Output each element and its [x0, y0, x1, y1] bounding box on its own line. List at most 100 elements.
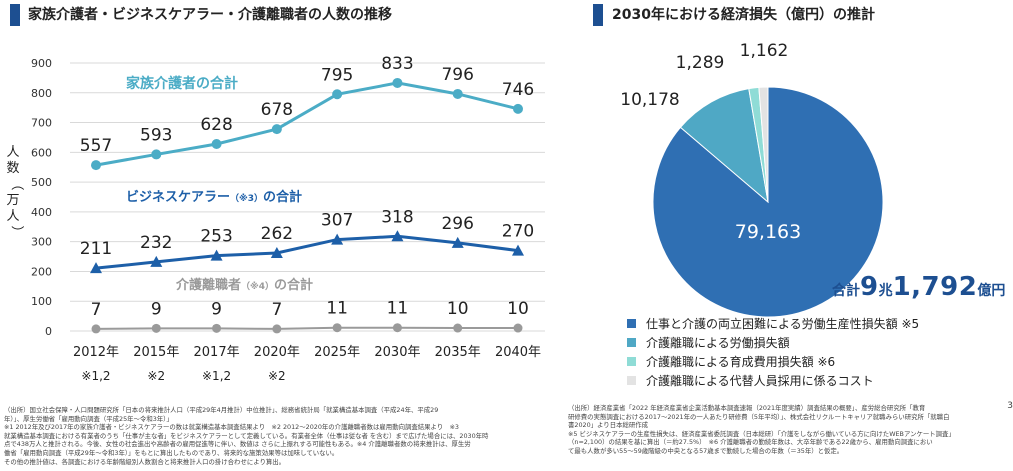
data-point — [270, 246, 283, 258]
x-tick-note: ※2 — [147, 369, 165, 383]
x-tick-label: 2015年 — [133, 345, 179, 360]
legend-swatch — [627, 319, 636, 328]
x-tick-note: ※1,2 — [202, 369, 231, 383]
pie-slice — [679, 88, 769, 204]
y-tick-label: 500 — [31, 176, 52, 189]
data-point — [150, 255, 163, 267]
data-label: 628 — [200, 115, 232, 135]
data-point — [151, 323, 161, 333]
data-point — [512, 244, 524, 256]
legend-label: 仕事と介護の両立困難による労働生産性損失額 ※5 — [646, 317, 920, 331]
y-tick-label: 400 — [31, 206, 52, 219]
data-label: 9 — [151, 299, 162, 319]
slice-value-label: 79,163 — [735, 221, 801, 243]
data-point — [513, 103, 523, 114]
pie-chart: 79,163 10,178 1,289 1,162 — [620, 41, 884, 318]
x-tick-label: 2017年 — [194, 345, 240, 360]
series-line — [95, 81, 519, 167]
data-label: 7 — [91, 300, 102, 320]
data-label: 10 — [507, 299, 529, 319]
total-prefix: 合計 — [832, 283, 860, 299]
left-chart-title: 家族介護者・ビジネスケアラー・介護離職者の人数の推移 — [28, 7, 392, 23]
data-point — [392, 323, 402, 333]
data-label: 262 — [261, 224, 293, 244]
data-point — [513, 323, 523, 333]
data-point — [211, 138, 222, 149]
total-num1: 9 — [860, 272, 879, 302]
y-axis-label-char: ） — [9, 225, 24, 238]
x-tick-label: 2035年 — [435, 345, 481, 360]
x-tick-note: ※1,2 — [81, 369, 110, 383]
legend-item: 介護離職による育成費用損失額 ※6 — [624, 352, 919, 371]
data-point — [452, 88, 463, 99]
series-name: 介護離職者（※4）の合計 — [175, 277, 313, 293]
y-tick-label: 0 — [45, 325, 52, 338]
data-label: 10 — [447, 299, 469, 319]
legend-label: 介護離職による労働損失額 — [646, 336, 790, 350]
x-tick-label: 2025年 — [314, 345, 360, 360]
data-label: 7 — [271, 300, 282, 320]
data-label: 795 — [321, 65, 353, 85]
data-label: 318 — [381, 207, 413, 227]
y-axis-label-char: 数 — [6, 161, 19, 176]
data-label: 796 — [441, 65, 473, 85]
data-point — [91, 160, 101, 171]
data-label: 307 — [321, 211, 353, 231]
legend-item: 介護離職による労働損失額 — [624, 333, 919, 352]
data-point — [91, 324, 101, 334]
y-tick-label: 800 — [31, 87, 52, 100]
y-tick-label: 900 — [31, 57, 52, 70]
data-point — [210, 249, 223, 261]
y-tick-label: 300 — [31, 236, 52, 249]
data-label: 833 — [381, 54, 413, 74]
total-unit1: 兆 — [878, 283, 893, 299]
data-point — [453, 323, 463, 333]
series-name: 家族介護者の合計 — [126, 75, 238, 92]
total-loss: 合計9兆1,792億円 — [832, 272, 1005, 302]
data-label: 232 — [140, 233, 172, 253]
data-point — [90, 262, 102, 274]
series-line — [95, 234, 519, 270]
y-tick-label: 600 — [31, 146, 52, 159]
data-label: 593 — [140, 125, 172, 145]
slice-value-label: 1,289 — [676, 53, 725, 73]
slice-value-label: 1,162 — [740, 41, 789, 61]
x-tick-label: 2040年 — [495, 345, 541, 360]
data-point — [331, 233, 344, 245]
x-tick-label: 2020年 — [254, 345, 300, 360]
left-title-accent — [10, 4, 20, 26]
data-label: 678 — [261, 100, 293, 120]
legend-swatch — [627, 376, 636, 385]
data-point — [272, 324, 282, 334]
data-label: 253 — [200, 227, 232, 247]
right-chart-title: 2030年における経済損失（億円）の推計 — [612, 7, 875, 23]
legend-item: 介護離職による代替人員採用に係るコスト — [624, 371, 919, 390]
pie-slice — [652, 86, 884, 318]
y-tick-label: 700 — [31, 117, 52, 130]
x-tick-label: 2030年 — [374, 345, 420, 360]
legend-swatch — [627, 338, 636, 347]
data-label: 211 — [80, 239, 112, 259]
pie-slice — [758, 86, 769, 203]
legend-swatch — [627, 357, 636, 366]
y-tick-label: 200 — [31, 265, 52, 278]
y-axis-label-char: （ — [9, 177, 24, 190]
data-label: 270 — [502, 222, 534, 242]
total-unit2: 億円 — [977, 283, 1006, 299]
data-point — [391, 230, 404, 242]
data-point — [151, 149, 162, 160]
total-num2: 1,792 — [892, 272, 978, 302]
data-label: 557 — [80, 136, 112, 156]
data-label: 9 — [211, 299, 222, 319]
y-axis-label-char: 人 — [6, 145, 19, 160]
right-title-accent — [593, 4, 603, 26]
pie-legend: 仕事と介護の両立困難による労働生産性損失額 ※5 介護離職による労働損失額 介護… — [624, 314, 919, 390]
right-source-notes: （出所）経済産業省「2022 年経済産業省企業活動基本調査速報（2021年度実績… — [568, 404, 955, 455]
data-point — [212, 323, 222, 333]
series-line — [95, 326, 518, 330]
page-number: 3 — [1007, 401, 1013, 411]
series-name: ビジネスケアラー（※3）の合計 — [126, 189, 302, 205]
left-source-notes: （出所）国立社会保障・人口問題研究所「日本の将来推計人口（平成29年4月推計）中… — [4, 406, 489, 466]
data-point — [271, 124, 282, 135]
